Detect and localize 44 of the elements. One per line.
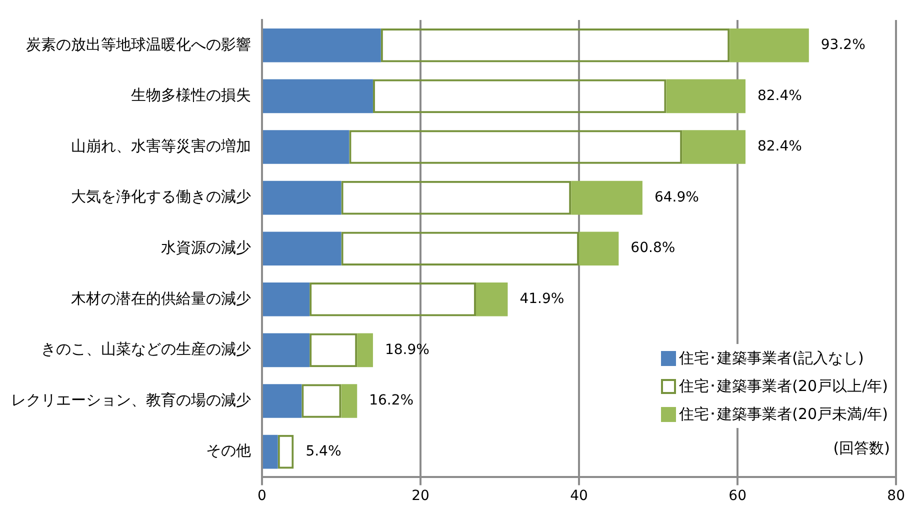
x-tick-label: 40 [570,488,588,504]
bar [263,28,381,62]
y-tick-label: その他 [206,442,251,460]
y-tick-label: 水資源の減少 [161,238,251,256]
y-tick-label: 炭素の放出等地球温暖化への影響 [26,35,251,54]
annotation: 18.9% [384,342,430,358]
bar [263,232,342,266]
annotation: (回答数) [833,439,890,458]
annotation: 60.8% [630,240,676,256]
annotation: 41.9% [520,291,564,308]
legend-label: 住宅･建築事業者(20戸未満/年) [679,404,888,425]
bar [682,130,746,164]
annotation: 82.4% [757,138,802,155]
annotation: 82.4% [757,88,802,104]
y-tick-label: レクリエーション、教育の場の減少 [11,390,251,409]
bar [263,130,350,164]
y-tick-label: 木材の潜在的供給量の減少 [71,289,251,308]
y-tick-label: 生物多様性の損失 [131,86,251,104]
x-tick-label: 0 [258,488,266,504]
y-tick-label: 大気を浄化する働きの減少 [71,188,251,206]
bar [579,232,619,266]
annotation: 5.4% [306,443,342,460]
bar [263,333,310,368]
legend-label: 住宅･建築事業者(20戸以上/年) [679,376,888,397]
bar [263,282,310,316]
bar [571,180,642,215]
annotation: 64.9% [654,189,699,206]
bar [730,28,809,62]
bar [263,434,278,469]
bar [357,333,373,368]
x-tick-label: 20 [412,488,430,504]
bar [476,282,508,316]
bar [341,384,358,418]
annotation: 16.2% [369,392,414,409]
annotation: 93.2% [820,37,866,54]
bar [263,384,302,418]
legend-label: 住宅･建築事業者(記入なし) [679,348,864,369]
bar [263,79,373,114]
x-tick-label: 60 [728,488,746,504]
x-tick-label: 80 [887,488,906,504]
bar [666,79,746,114]
bar [263,180,342,215]
y-tick-label: 山崩れ、水害等災害の増加 [71,136,251,155]
y-tick-label: きのこ、山菜などの生産の減少 [41,340,251,358]
